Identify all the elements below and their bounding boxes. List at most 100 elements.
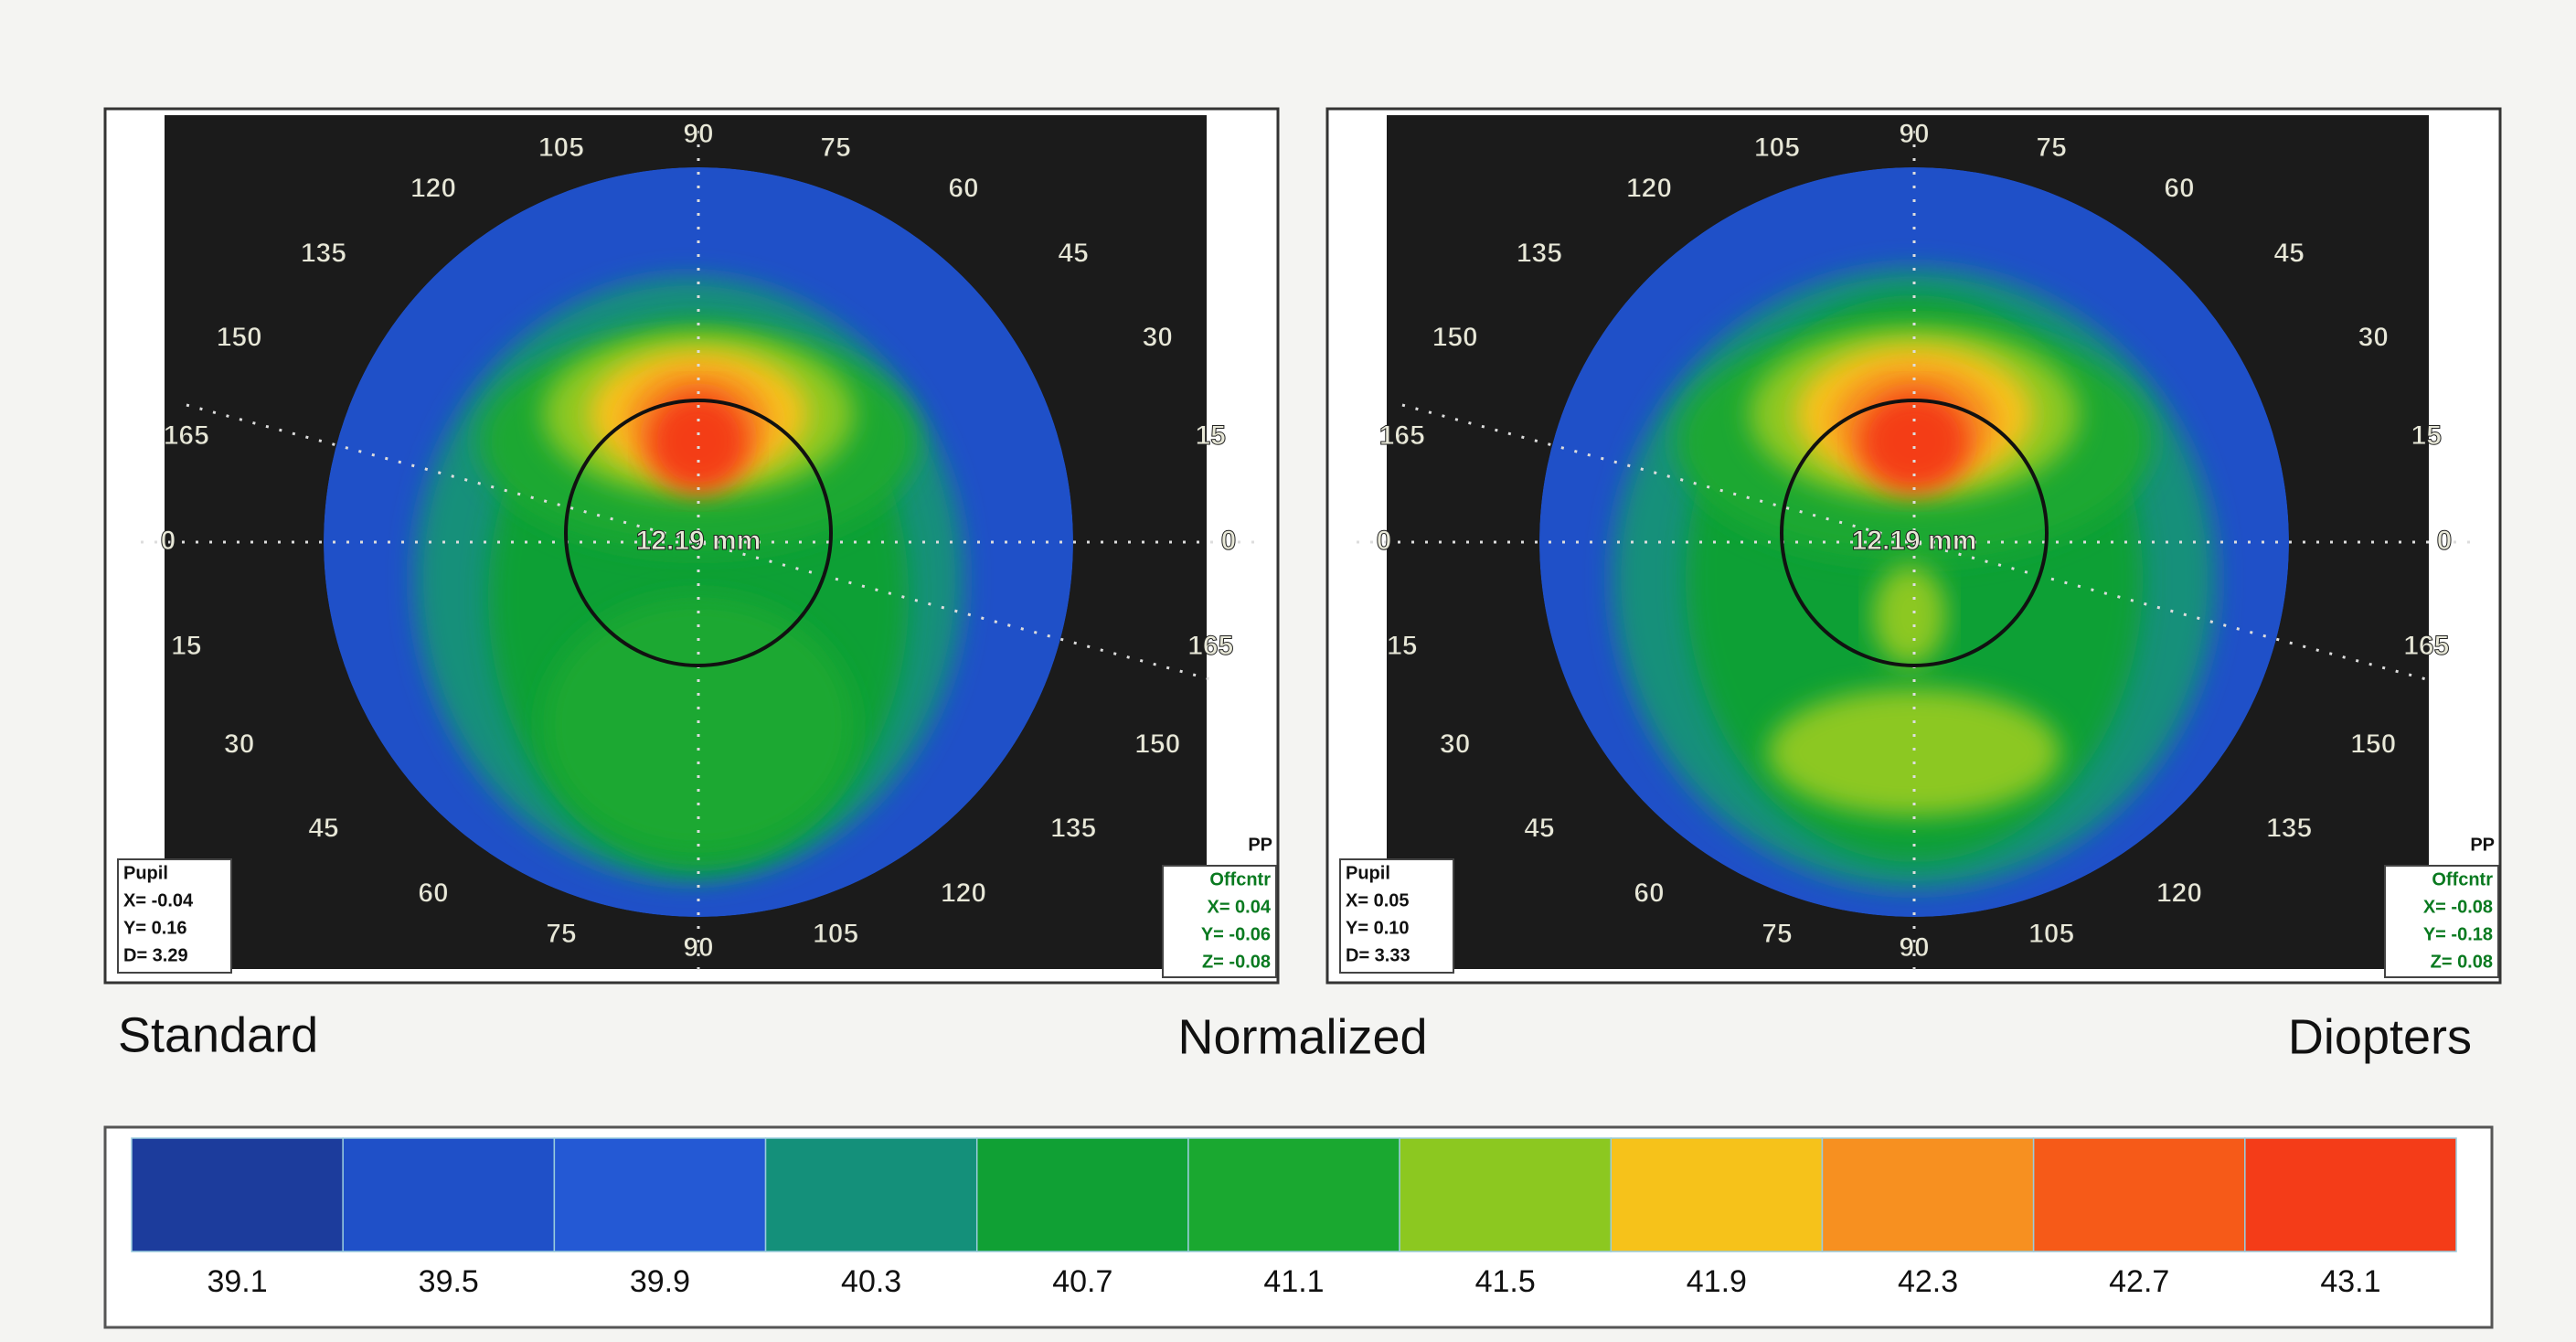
zone (1859, 391, 1969, 492)
scale-value: 39.9 (630, 1264, 690, 1299)
offcenter-z: Z= 0.08 (2431, 952, 2493, 972)
pupil-ring (1780, 399, 2049, 667)
scale-swatch (1610, 1137, 1824, 1252)
offcenter-x: X= 0.04 (1207, 897, 1271, 917)
topography: 12.19 mm 0 15 30 45 60 75 90 105 120 135 150 165 0 15 3… (141, 118, 1256, 972)
angle-label: 90 (683, 932, 713, 963)
angle-label: 165 (2403, 631, 2449, 661)
diameter: 12.19 mm (636, 526, 761, 556)
angle-label: 75 (1762, 919, 1792, 949)
angle-label: 45 (1524, 814, 1554, 844)
angle-label: 90 (1899, 932, 1929, 963)
angle-label: 105 (538, 133, 584, 163)
scale-value: 40.7 (1052, 1264, 1112, 1299)
angle-label: 135 (2266, 814, 2312, 844)
scale-value: 42.7 (2109, 1264, 2169, 1299)
angle-label: 0 (2437, 526, 2453, 556)
pupil-d: D= 3.29 (123, 945, 188, 965)
angle-label: 105 (2028, 919, 2074, 949)
angle-label: 120 (1626, 174, 1672, 204)
angle-label: 105 (1754, 133, 1800, 163)
scale-swatch (764, 1137, 978, 1252)
color-zones (1539, 167, 2289, 917)
angle-label: 75 (820, 133, 850, 163)
angle-label: 135 (301, 238, 346, 268)
scale-swatch (975, 1137, 1189, 1252)
scale-value: 40.3 (841, 1264, 901, 1299)
zone (1768, 688, 2060, 816)
corner-label: PP (1248, 835, 1272, 855)
angle-label: 150 (217, 322, 262, 352)
angle-label: 75 (2036, 133, 2066, 163)
angle-label: 165 (1187, 631, 1233, 661)
scale-swatch (553, 1137, 767, 1252)
angle-label: 135 (1517, 238, 1562, 268)
pupil-box (117, 858, 232, 974)
scale-swatch (131, 1137, 344, 1252)
offcenter-y: Y= -0.06 (1201, 924, 1271, 944)
pupil-y: Y= 0.10 (1346, 918, 1410, 938)
label-normalized: Normalized (1177, 1009, 1427, 1064)
corner-label: PP (2470, 835, 2495, 855)
angle-label: 150 (2350, 729, 2396, 759)
scale-value: 43.1 (2320, 1264, 2380, 1299)
label-diopters: Diopters (2288, 1009, 2472, 1064)
angle-label: 45 (308, 814, 338, 844)
scale-swatch (2244, 1137, 2457, 1252)
pupil-ring (564, 399, 833, 667)
offcenter-box (2384, 865, 2499, 978)
angle-label: 45 (2273, 238, 2304, 268)
angle-label: 0 (1377, 526, 1392, 556)
angle-label: 150 (1432, 322, 1478, 352)
angle-label: 30 (224, 729, 254, 759)
pupil-x: X= -0.04 (123, 890, 194, 911)
scale-swatch (1821, 1137, 2035, 1252)
angle-label: 60 (2164, 174, 2194, 204)
scale-swatch (342, 1137, 556, 1252)
angle-label: 75 (546, 919, 576, 949)
scale-swatch (1187, 1137, 1400, 1252)
pupil-x: X= 0.05 (1346, 890, 1410, 911)
topography: 12.19 mm 0 15 30 45 60 75 90 105 120 135 150 165 0 15 3… (1357, 118, 2472, 972)
diameter: 12.19 mm (1852, 526, 1977, 556)
scale-value: 42.3 (1898, 1264, 1958, 1299)
pupil-title: Pupil (1346, 863, 1390, 883)
angle-label: 15 (1196, 421, 1226, 451)
angle-label: 45 (1058, 238, 1088, 268)
zone (543, 597, 854, 853)
angle-label: 120 (410, 174, 456, 204)
pupil-title: Pupil (123, 863, 168, 883)
angle-label: 15 (2411, 421, 2442, 451)
zone (648, 391, 749, 492)
angle-label: 165 (1379, 421, 1425, 451)
pupil-y: Y= 0.16 (123, 918, 187, 938)
angle-label: 60 (418, 878, 448, 908)
angle-label: 30 (1143, 322, 1173, 352)
angle-label: 90 (1899, 119, 1929, 149)
scale-value: 41.9 (1687, 1264, 1747, 1299)
scale-value: 41.1 (1263, 1264, 1324, 1299)
angle-label: 120 (2156, 878, 2202, 908)
angle-label: 165 (164, 421, 209, 451)
angle-label: 15 (1387, 631, 1417, 661)
scale-value: 41.5 (1475, 1264, 1536, 1299)
angle-label: 120 (941, 878, 986, 908)
label-standard: Standard (118, 1007, 318, 1062)
scale-swatch (2032, 1137, 2246, 1252)
angle-label: 0 (1221, 526, 1237, 556)
angle-label: 15 (171, 631, 201, 661)
angle-label: 60 (1634, 878, 1664, 908)
angle-label: 60 (948, 174, 978, 204)
offcenter-title: Offcntr (1209, 869, 1271, 889)
offcenter-x: X= -0.08 (2423, 897, 2493, 917)
offcenter-y: Y= -0.18 (2423, 924, 2493, 944)
pupil-d: D= 3.33 (1346, 945, 1410, 965)
zone (1873, 565, 1946, 666)
angle-label: 30 (1440, 729, 1470, 759)
offcenter-z: Z= -0.08 (1202, 952, 1271, 972)
angle-label: 105 (813, 919, 858, 949)
pupil-box (1339, 858, 1454, 974)
angle-label: 150 (1134, 729, 1180, 759)
